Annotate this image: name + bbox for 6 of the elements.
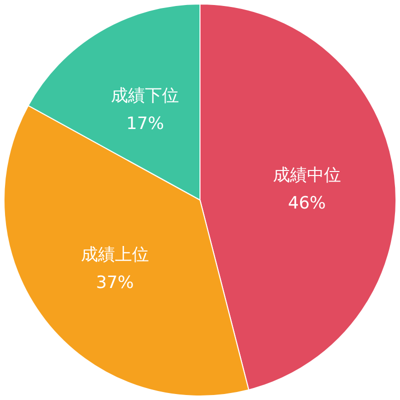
slice-label: 成績上位	[80, 245, 149, 266]
data-label: 37%	[96, 273, 134, 294]
slice-label: 成績中位	[272, 165, 341, 186]
data-label: 17%	[126, 114, 164, 134]
slice-label: 成績下位	[111, 86, 180, 106]
data-label: 46%	[288, 193, 326, 214]
